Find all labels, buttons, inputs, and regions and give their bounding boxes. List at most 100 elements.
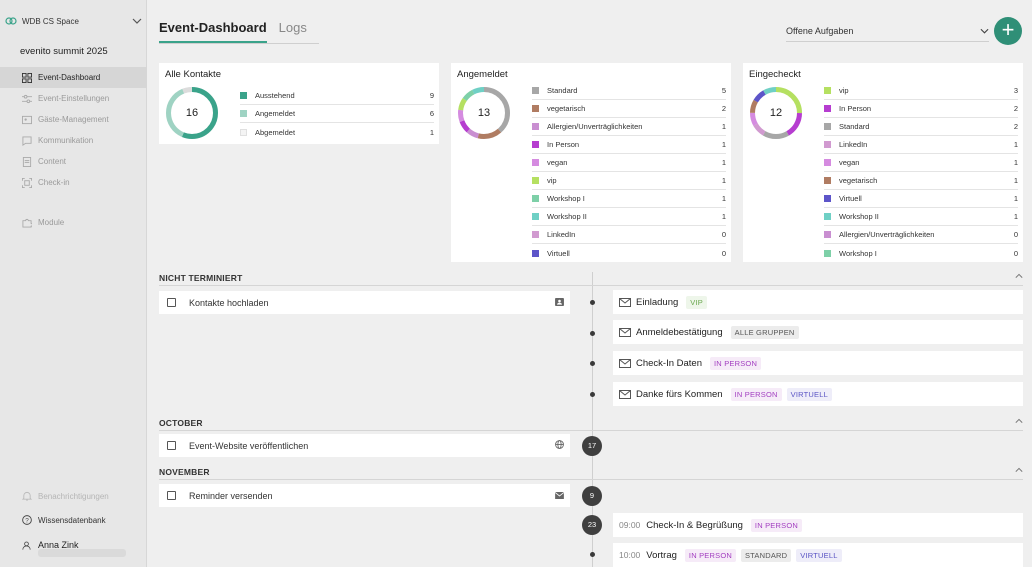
user-name: Anna Zink	[38, 540, 79, 550]
workspace-switcher[interactable]: WDB CS Space	[5, 14, 142, 28]
legend-label: In Person	[547, 140, 580, 149]
legend-row: Workshop I 1	[532, 190, 726, 208]
task-upload-contacts[interactable]: Kontakte hochladen	[159, 291, 570, 314]
sidebar-item-communication[interactable]: Kommunikation	[0, 130, 147, 151]
legend-swatch	[824, 141, 831, 148]
tab-event-dashboard[interactable]: Event-Dashboard	[159, 20, 267, 43]
task-publish-website[interactable]: Event-Website veröffentlichen	[159, 434, 570, 457]
session-item-talk[interactable]: 10:00 Vortrag IN PERSON STANDARD VIRTUEL…	[613, 543, 1023, 567]
legend-swatch	[824, 177, 831, 184]
sidebar-item-event-settings[interactable]: Event-Einstellungen	[0, 88, 147, 109]
sidebar-item-check-in[interactable]: Check-in	[0, 172, 147, 193]
svg-text:?: ?	[25, 517, 29, 524]
donut-slice	[750, 87, 802, 139]
mail-item-invitation[interactable]: Einladung VIP	[613, 290, 1023, 314]
legend: Ausstehend 9 Angemeldet 6 Abgemeldet 1	[240, 87, 434, 141]
section-unscheduled: NICHT TERMINIERT	[159, 273, 243, 283]
date-badge: 17	[582, 436, 602, 456]
sidebar-item-guest-management[interactable]: Gäste-Management	[0, 109, 147, 130]
session-title: Vortrag	[646, 549, 677, 561]
envelope-icon	[619, 389, 631, 399]
tag-badge: VIRTUELL	[796, 548, 842, 562]
legend-label: Ausstehend	[255, 91, 295, 100]
legend-value: 1	[721, 194, 726, 203]
legend-swatch	[824, 123, 831, 130]
chat-icon	[21, 135, 32, 146]
chevron-up-icon[interactable]	[1015, 466, 1023, 475]
legend-swatch	[824, 231, 831, 238]
legend-value: 6	[429, 109, 434, 118]
workspace-logo-icon	[5, 17, 17, 25]
donut-chart	[750, 87, 802, 139]
session-time: 10:00	[619, 550, 641, 560]
envelope-icon	[619, 297, 631, 307]
legend-label: Workshop I	[547, 194, 585, 203]
task-label: Event-Website veröffentlichen	[189, 440, 309, 451]
task-label: Reminder versenden	[189, 490, 273, 501]
legend-label: Workshop II	[839, 212, 879, 221]
legend-label: Abgemeldet	[255, 127, 296, 137]
sidebar-item-modules[interactable]: Module	[0, 212, 147, 233]
sidebar-item-knowledge-base[interactable]: ? Wissensdatenbank	[0, 508, 147, 532]
legend-value: 0	[1013, 230, 1018, 239]
timeline-dot	[590, 361, 595, 366]
legend-label: Allergien/Unverträglichkeiten	[547, 122, 643, 131]
mail-item-confirmation[interactable]: Anmeldebestätigung ALLE GRUPPEN	[613, 320, 1023, 344]
tag-badge: STANDARD	[740, 548, 792, 562]
legend-value: 0	[721, 230, 726, 239]
task-checkbox[interactable]	[167, 491, 176, 500]
legend-swatch	[532, 231, 539, 238]
globe-icon	[554, 440, 565, 451]
sidebar-bottom: Benachrichtigungen ? Wissensdatenbank An…	[0, 484, 147, 558]
mail-item-checkin-data[interactable]: Check-In Daten IN PERSON	[613, 351, 1023, 375]
legend-row: LinkedIn 1	[824, 136, 1018, 154]
legend-value: 9	[429, 91, 434, 100]
chevron-up-icon[interactable]	[1015, 417, 1023, 426]
legend-row: Abgemeldet 1	[240, 123, 434, 141]
legend-row: vegetarisch 1	[824, 172, 1018, 190]
legend-value: 1	[1013, 158, 1018, 167]
donut-slice	[166, 87, 218, 139]
legend-label: LinkedIn	[839, 140, 868, 149]
tag-badge: IN PERSON	[710, 356, 762, 370]
mail-title: Danke fürs Kommen	[636, 388, 723, 400]
legend-value: 1	[429, 127, 434, 137]
timeline-dot	[590, 552, 595, 557]
legend-swatch	[532, 249, 539, 257]
session-item-checkin[interactable]: 09:00 Check-In & Begrüßung IN PERSON	[613, 513, 1023, 537]
task-label: Kontakte hochladen	[189, 297, 269, 308]
sidebar-item-content[interactable]: Content	[0, 151, 147, 172]
section-november: NOVEMBER	[159, 467, 210, 477]
user-profile[interactable]: Anna Zink	[0, 532, 147, 558]
task-filter-select[interactable]: Offene Aufgaben	[786, 20, 989, 42]
tab-bar: Event-Dashboard Logs	[159, 20, 319, 44]
task-checkbox[interactable]	[167, 298, 176, 307]
legend-swatch	[824, 195, 831, 202]
chevron-up-icon[interactable]	[1015, 272, 1023, 281]
sidebar-item-label: Wissensdatenbank	[38, 515, 106, 525]
date-badge: 23	[582, 515, 602, 535]
task-send-reminder[interactable]: Reminder versenden	[159, 484, 570, 507]
card-title: Eingecheckt	[749, 69, 801, 80]
legend-label: Workshop II	[547, 212, 587, 221]
legend-label: vip	[839, 86, 849, 95]
legend-value: 1	[1013, 176, 1018, 185]
sidebar-item-notifications[interactable]: Benachrichtigungen	[0, 484, 147, 508]
legend-label: vegetarisch	[547, 104, 586, 113]
legend-row: vegan 1	[532, 154, 726, 172]
legend-swatch	[532, 177, 539, 184]
legend-row: LinkedIn 0	[532, 226, 726, 244]
envelope-icon	[619, 358, 631, 368]
sidebar-item-label: Benachrichtigungen	[38, 491, 109, 501]
session-time: 09:00	[619, 520, 641, 530]
sidebar-item-event-dashboard[interactable]: Event-Dashboard	[0, 67, 147, 88]
task-checkbox[interactable]	[167, 441, 176, 450]
user-icon	[21, 540, 32, 551]
mail-item-thank-you[interactable]: Danke fürs Kommen IN PERSON VIRTUELL	[613, 382, 1023, 406]
donut-total: 16	[185, 107, 199, 119]
tab-logs[interactable]: Logs	[278, 20, 307, 35]
add-button[interactable]: +	[994, 17, 1022, 45]
legend-swatch	[824, 159, 831, 166]
legend-value: 2	[721, 104, 726, 113]
help-icon: ?	[21, 515, 32, 526]
